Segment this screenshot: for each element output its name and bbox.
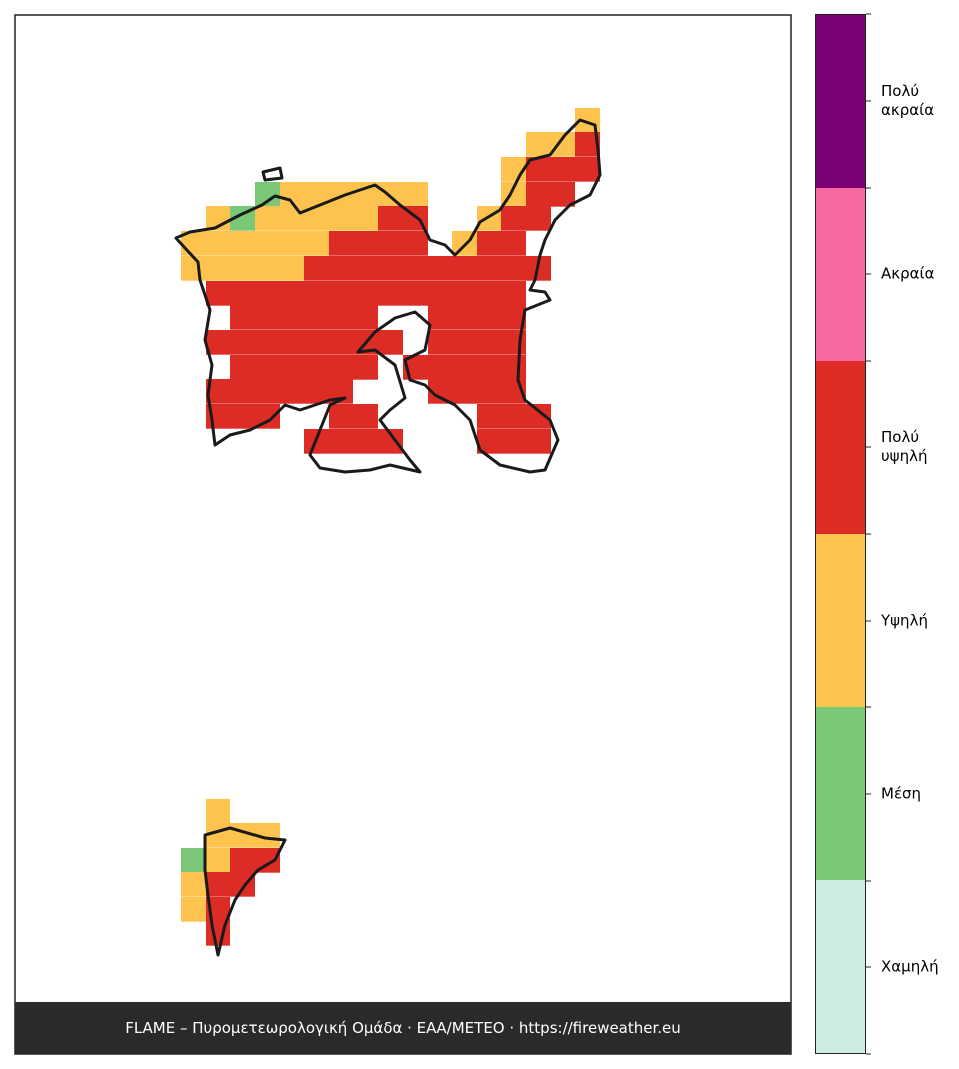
grid-cell — [501, 157, 526, 182]
grid-cell — [206, 281, 526, 306]
grid-cell — [206, 799, 230, 824]
legend-label: Μέση — [881, 784, 922, 803]
grid-cell — [230, 355, 378, 380]
legend-label: Πολύ ακραία — [881, 81, 935, 119]
map-frame — [14, 14, 792, 1055]
grid-cell — [403, 355, 526, 380]
colorbar-segment — [816, 880, 865, 1053]
colorbar-ticks — [866, 13, 871, 1055]
grid-cell — [329, 404, 378, 429]
grid-cell — [181, 897, 206, 922]
grid-cell — [181, 256, 304, 281]
legend-label: Χαμηλή — [881, 957, 939, 976]
grid-cell — [304, 429, 403, 454]
coastline — [174, 118, 602, 957]
colorbar-segment — [816, 707, 865, 880]
grid-cell — [181, 231, 329, 256]
colorbar-segment — [816, 15, 865, 188]
grid-cell — [206, 872, 255, 897]
footer: FLAME – Πυρομετεωρολογική Ομάδα · ΕΑΑ/ME… — [15, 1002, 791, 1054]
colorbar-segment — [816, 361, 865, 534]
grid-cell — [206, 823, 280, 848]
grid-cell — [501, 206, 551, 231]
grid-cell — [428, 305, 526, 330]
grid-cell — [304, 256, 551, 281]
danger-grid — [181, 108, 600, 946]
grid-cell — [378, 206, 428, 231]
legend-label: Πολύ υψηλή — [881, 428, 928, 466]
grid-cell — [477, 429, 551, 454]
grid-cell — [181, 848, 206, 873]
legend-label: Υψηλή — [881, 611, 928, 630]
grid-cell — [206, 404, 280, 429]
grid-cell — [280, 182, 428, 207]
grid-cell — [230, 305, 378, 330]
colorbar-segment — [816, 534, 865, 707]
colorbar-segment — [816, 188, 865, 361]
legend-label: Ακραία — [881, 264, 935, 283]
grid-cell — [526, 182, 575, 207]
grid-cell — [526, 157, 600, 182]
grid-cell — [477, 404, 551, 429]
colorbar — [815, 14, 866, 1054]
grid-cell — [329, 231, 428, 256]
grid-cell — [477, 231, 526, 256]
grid-cell — [477, 206, 501, 231]
grid-cell — [206, 848, 230, 873]
grid-cell — [255, 206, 378, 231]
grid-cell — [428, 330, 526, 355]
grid-cell — [181, 872, 206, 897]
